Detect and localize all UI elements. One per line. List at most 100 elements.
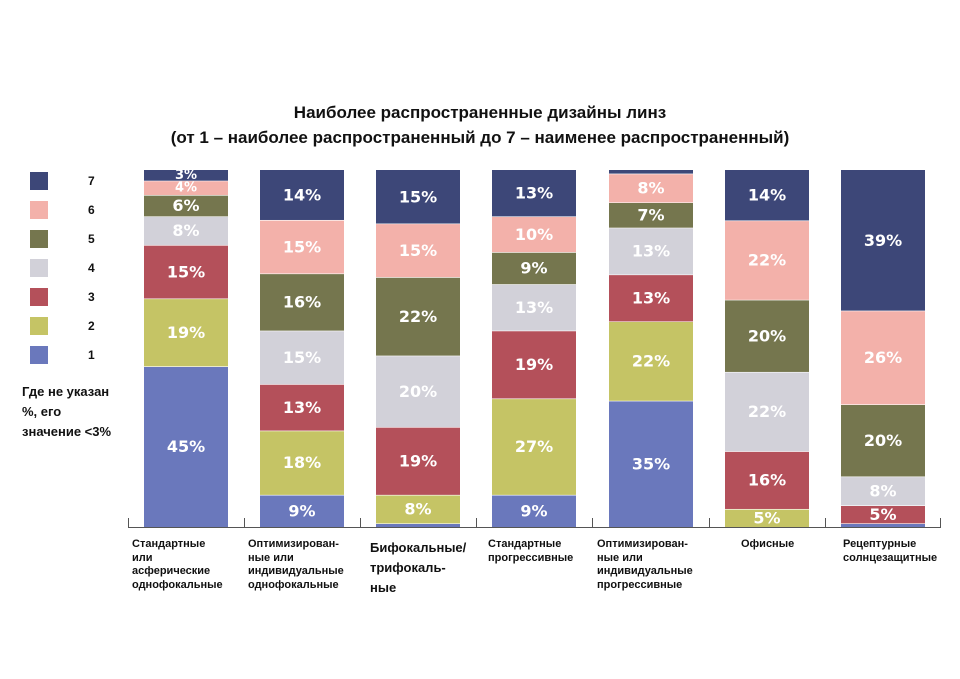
- legend-item-7: 7: [30, 172, 140, 190]
- bar-segment: [376, 523, 460, 527]
- data-label: 13%: [515, 184, 553, 203]
- data-label: 8%: [404, 500, 431, 519]
- bar-segment: [376, 427, 460, 495]
- legend-item-2: 2: [30, 317, 140, 335]
- note-line: %, его: [22, 404, 62, 419]
- data-label: 27%: [515, 437, 553, 456]
- category-label-line: однофокальные: [132, 578, 223, 591]
- data-label: 15%: [399, 187, 437, 206]
- bar-segment: [725, 220, 809, 300]
- data-label: 19%: [515, 355, 553, 374]
- data-label: 18%: [283, 453, 321, 472]
- bar-segment: [492, 330, 576, 399]
- bar-segment: [609, 173, 693, 203]
- data-label: 14%: [283, 185, 321, 204]
- data-label: 14%: [748, 186, 786, 205]
- note-line: значение <3%: [22, 424, 112, 439]
- bar-segment: [144, 298, 228, 367]
- legend-label-7: 7: [88, 174, 95, 188]
- legend-swatch-2: [30, 317, 48, 335]
- category-label-4: Стандартные прогрессивные: [488, 538, 573, 565]
- data-label: 9%: [520, 501, 547, 520]
- bar-segment: [609, 400, 693, 527]
- data-label: 3%: [175, 168, 197, 183]
- legend-swatch-3: [30, 288, 48, 306]
- bar-segment: [144, 180, 228, 195]
- data-label: 20%: [399, 382, 437, 401]
- data-label: 13%: [632, 289, 670, 308]
- bar-segment: [376, 355, 460, 428]
- data-label: 35%: [632, 454, 670, 473]
- data-label: 7%: [637, 206, 664, 225]
- bar-segment: [144, 366, 228, 527]
- category-label-5: Оптимизирован- ные или индивидуальные пр…: [597, 538, 693, 592]
- legend-item-5: 5: [30, 230, 140, 248]
- category-label-line: асферические: [132, 565, 211, 577]
- data-label: 9%: [520, 259, 547, 278]
- data-label: 22%: [748, 251, 786, 270]
- legend-item-3: 3: [30, 288, 140, 306]
- data-label: 5%: [869, 505, 896, 524]
- data-label: 8%: [637, 179, 664, 198]
- bar-segment: [492, 284, 576, 331]
- bar-segment: [725, 451, 809, 509]
- bar-segment: [725, 508, 809, 527]
- note-line: Где не указан: [22, 384, 110, 399]
- bar-segment: [376, 223, 460, 278]
- data-label: 4%: [175, 180, 197, 195]
- bar-segment: [260, 273, 344, 331]
- data-label: 5%: [753, 508, 780, 527]
- data-label: 10%: [515, 225, 553, 244]
- data-label: 13%: [283, 398, 321, 417]
- bar-segment: [492, 216, 576, 253]
- data-label: 19%: [167, 323, 205, 342]
- legend-item-4: 4: [30, 259, 140, 277]
- category-label-line: Оптимизирован-: [248, 538, 339, 550]
- category-label-line: однофокальные: [248, 578, 339, 591]
- legend-item-1: 1: [30, 346, 140, 364]
- legend-label-1: 1: [88, 348, 95, 362]
- legend-swatch-7: [30, 172, 48, 190]
- bar-segment: [376, 277, 460, 356]
- category-label-line: Рецептурные: [843, 538, 917, 550]
- data-label: 20%: [864, 431, 902, 450]
- bar-segment: [144, 194, 228, 217]
- data-label: 15%: [167, 262, 205, 281]
- data-label: 20%: [748, 326, 786, 345]
- category-label-3: Бифокальные/ трифокаль- ные: [370, 538, 466, 598]
- data-label: 22%: [632, 352, 670, 371]
- legend-label-6: 6: [88, 203, 95, 217]
- legend-label-2: 2: [88, 319, 95, 333]
- category-label-2: Оптимизирован- ные или индивидуальные од…: [248, 538, 344, 592]
- bar-segment: [144, 170, 228, 181]
- bar-segment: [492, 252, 576, 285]
- data-label: 8%: [172, 221, 199, 240]
- bar-segment: [841, 170, 925, 311]
- category-label-line: Стандартные: [132, 538, 206, 550]
- data-label: 13%: [632, 242, 670, 261]
- category-label-7: Рецептурные солнцезащитные: [843, 538, 937, 565]
- bar-segment: [260, 219, 344, 274]
- category-label-line: или: [132, 551, 153, 564]
- bar-segment: [144, 244, 228, 299]
- bar-segment: [492, 398, 576, 495]
- category-label-line: солнцезащитные: [843, 551, 938, 564]
- bar-segment: [492, 494, 576, 527]
- legend-label-3: 3: [88, 290, 95, 304]
- bar-segment: [376, 494, 460, 524]
- category-label-line: ные: [370, 580, 397, 595]
- chart-subtitle: (от 1 – наиболее распространенный до 7 –…: [170, 128, 790, 147]
- data-label: 22%: [748, 402, 786, 421]
- bar-segment: [260, 384, 344, 431]
- bar-segment: [841, 404, 925, 477]
- bar-segment: [841, 505, 925, 524]
- category-label-line: Офисные: [741, 538, 795, 550]
- data-label: 13%: [515, 298, 553, 317]
- data-label: 39%: [864, 231, 902, 250]
- category-label-line: трифокаль-: [370, 560, 446, 575]
- data-label: 26%: [864, 348, 902, 367]
- category-label-line: Оптимизирован-: [597, 538, 688, 550]
- category-label-line: индивидуальные: [248, 565, 344, 577]
- category-label-line: индивидуальные: [597, 565, 693, 577]
- bar-segment: [144, 216, 228, 245]
